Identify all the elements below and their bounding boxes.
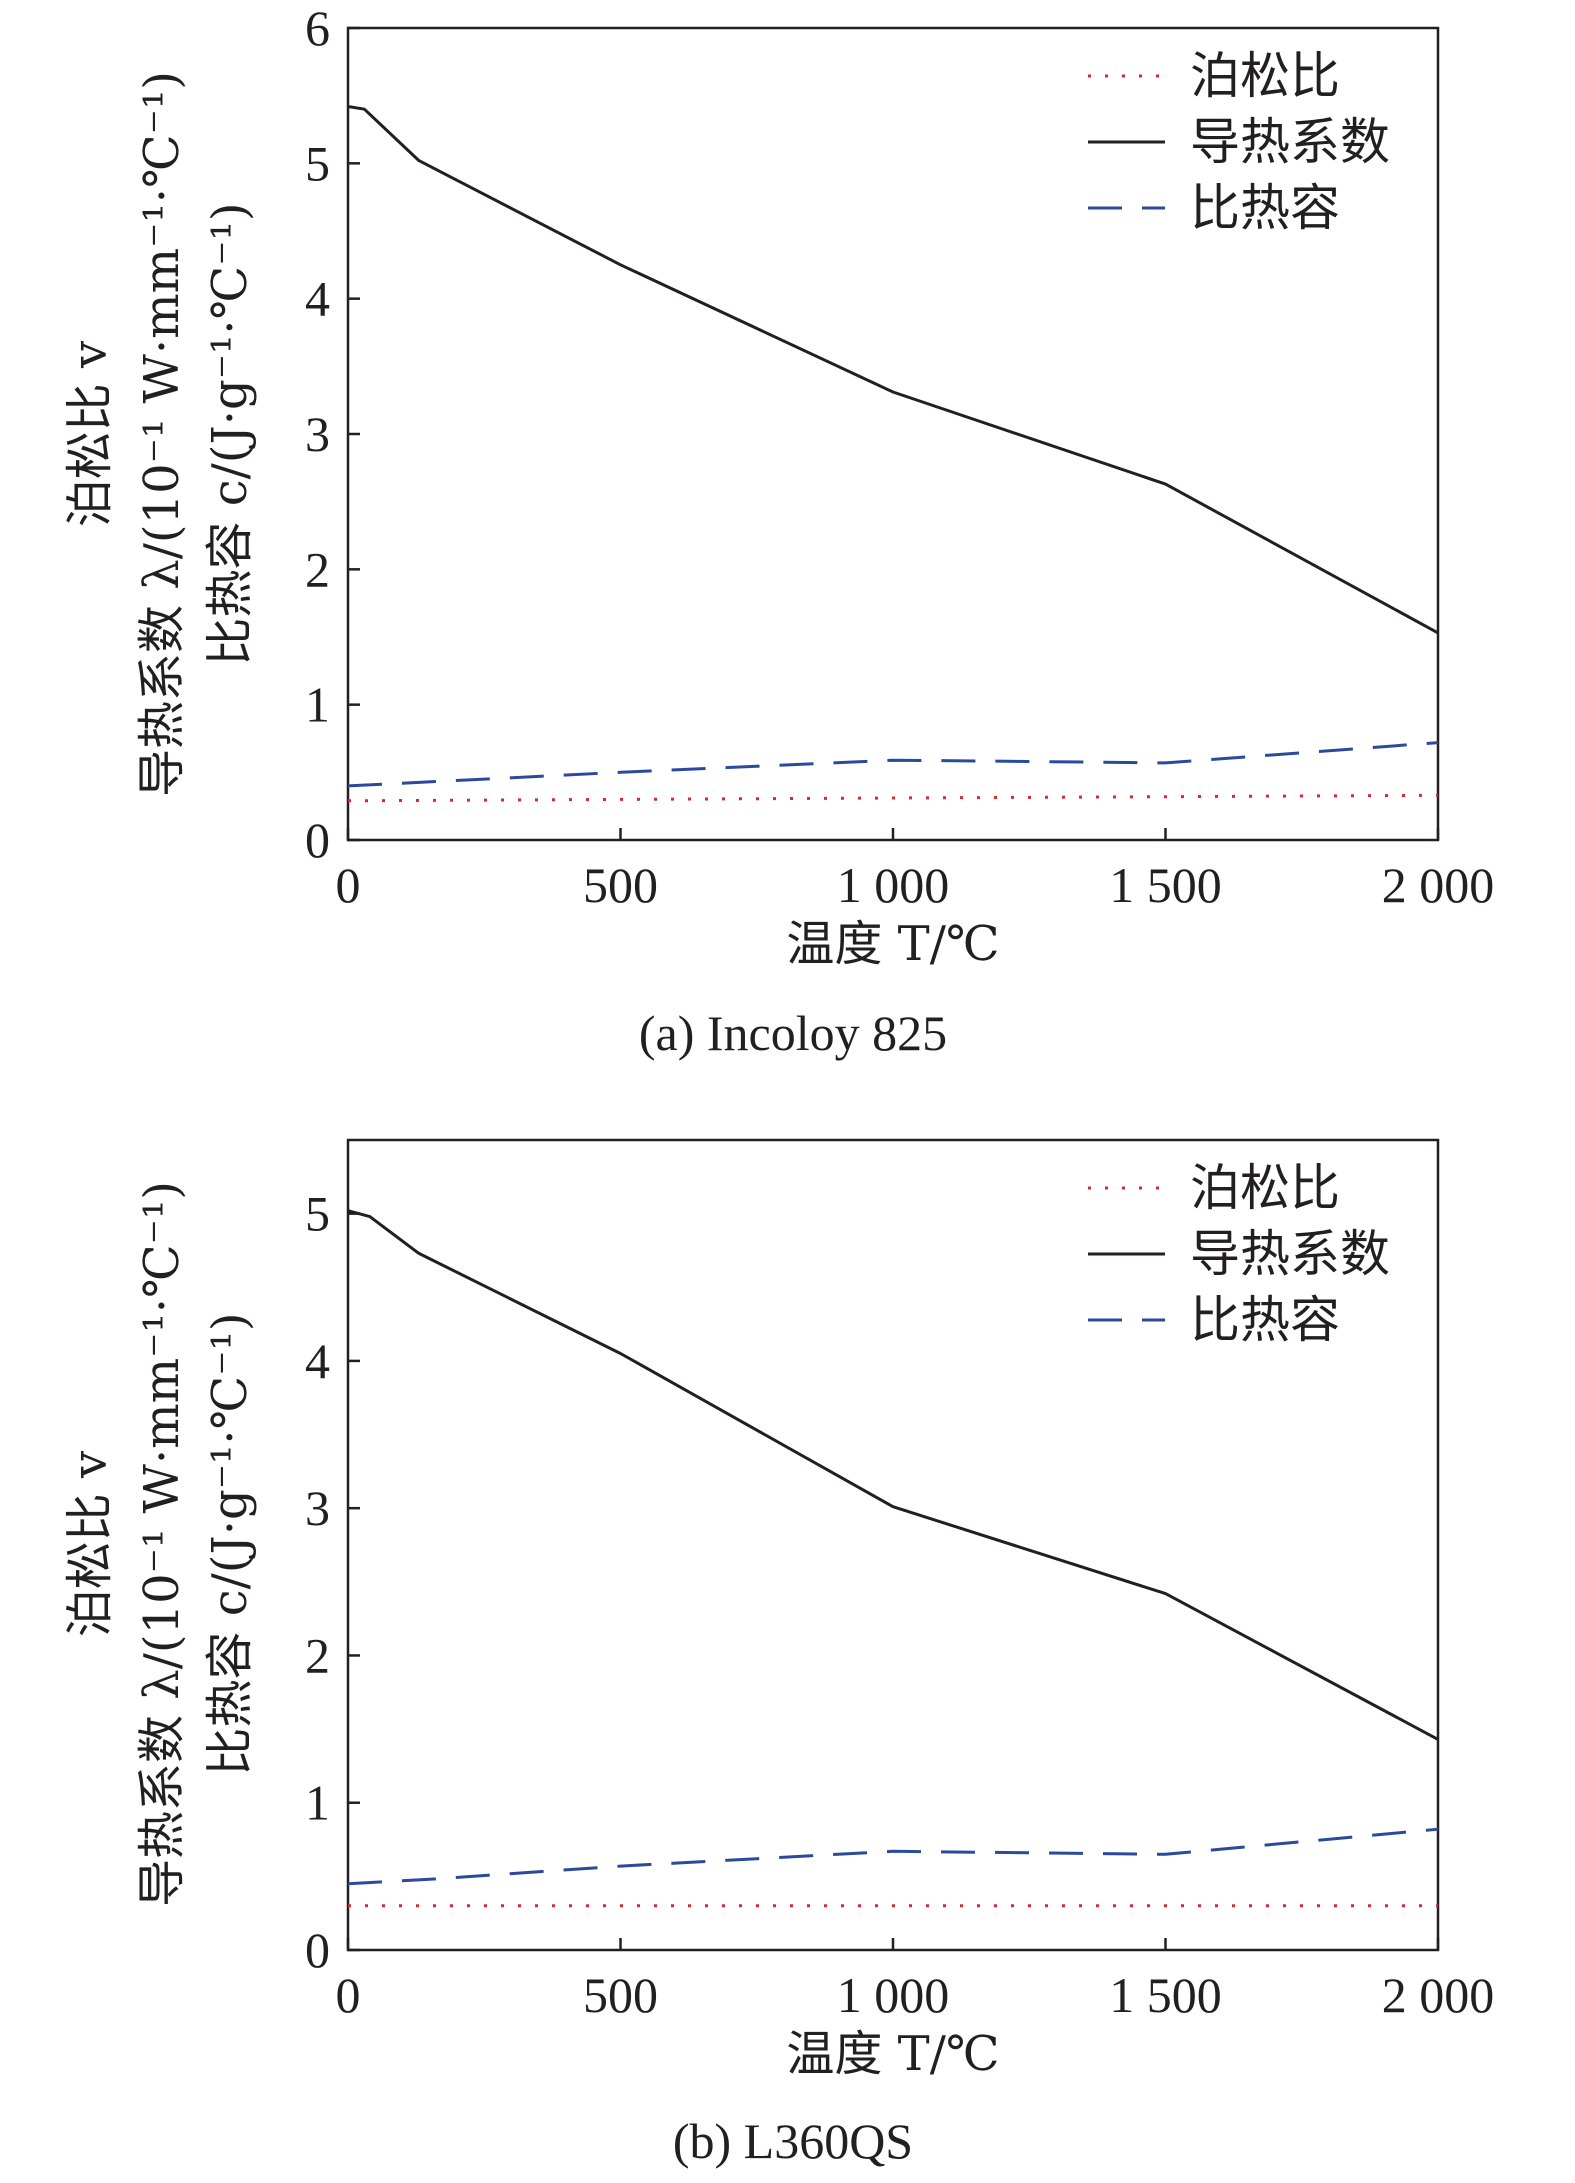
y-tick-label: 3: [305, 1480, 330, 1536]
legend-label: 导热系数: [1190, 113, 1390, 171]
legend-label: 泊松比: [1190, 1159, 1340, 1217]
panel-caption: (a) Incoloy 825: [639, 1005, 947, 1061]
y-tick-label: 1: [305, 1775, 330, 1831]
y-axis-title-line-2: 导热系数 λ/(10⁻¹ W·mm⁻¹·℃⁻¹): [134, 71, 190, 797]
x-tick-label: 0: [336, 1967, 361, 2023]
y-axis-title-line-1: 泊松比 v: [62, 1451, 118, 1637]
x-tick-label: 0: [336, 857, 361, 913]
x-tick-label: 2 000: [1382, 857, 1495, 913]
x-axis-title: 温度 T/℃: [786, 2026, 999, 2082]
legend-label: 比热容: [1190, 1291, 1340, 1349]
y-axis-title-line-3: 比热容 c/(J·g⁻¹·℃⁻¹): [202, 1312, 258, 1775]
y-axis-title-line-3: 比热容 c/(J·g⁻¹·℃⁻¹): [202, 202, 258, 665]
panel-caption: (b) L360QS: [673, 2113, 913, 2169]
legend-label: 比热容: [1190, 179, 1340, 237]
y-tick-label: 1: [305, 677, 330, 733]
x-tick-label: 1 500: [1109, 1967, 1222, 2023]
series-line-specific-heat: [347, 1827, 1439, 1886]
y-tick-label: 6: [305, 0, 330, 56]
y-axis-title-line-1: 泊松比 v: [62, 341, 118, 527]
legend-label: 泊松比: [1190, 47, 1340, 105]
y-tick-label: 2: [305, 1627, 330, 1683]
y-tick-label: 3: [305, 406, 330, 462]
series-line-conductivity: [347, 1209, 1439, 1741]
x-tick-label: 1 000: [837, 857, 950, 913]
series-line-conductivity: [347, 105, 1439, 635]
y-tick-label: 0: [305, 1922, 330, 1978]
x-axis-title: 温度 T/℃: [786, 916, 999, 972]
y-tick-label: 4: [305, 271, 330, 327]
x-tick-label: 1 000: [837, 1967, 950, 2023]
y-tick-label: 0: [305, 812, 330, 868]
y-tick-label: 2: [305, 541, 330, 597]
y-tick-label: 5: [305, 1186, 330, 1242]
y-axis-title-line-2: 导热系数 λ/(10⁻¹ W·mm⁻¹·℃⁻¹): [134, 1181, 190, 1907]
x-tick-label: 2 000: [1382, 1967, 1495, 2023]
x-tick-label: 500: [583, 857, 658, 913]
x-tick-label: 500: [583, 1967, 658, 2023]
y-tick-label: 4: [305, 1333, 330, 1389]
series-line-poisson: [347, 793, 1439, 803]
series-line-specific-heat: [347, 741, 1439, 788]
y-tick-label: 5: [305, 135, 330, 191]
legend-label: 导热系数: [1190, 1225, 1390, 1283]
x-tick-label: 1 500: [1109, 857, 1222, 913]
